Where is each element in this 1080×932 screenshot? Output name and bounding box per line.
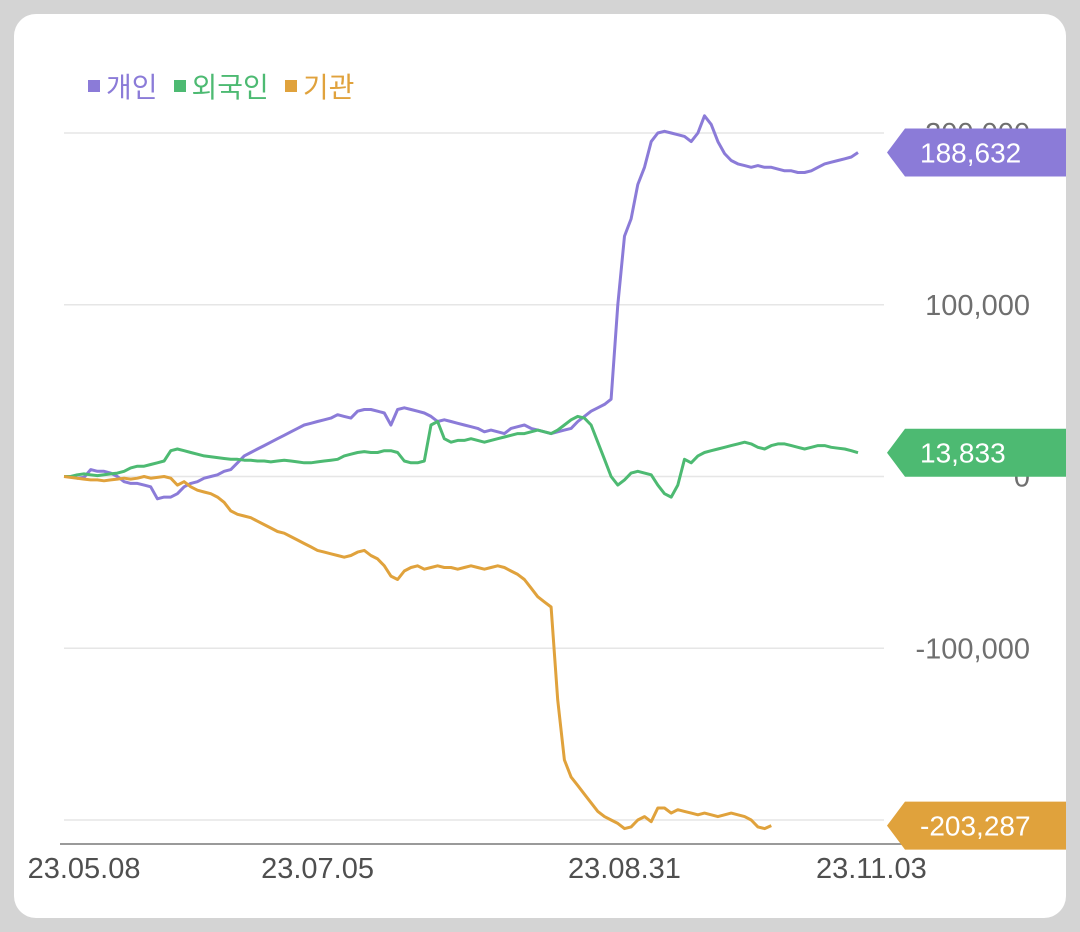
x-tick-label: 23.08.31: [568, 853, 681, 885]
x-tick-label: 23.05.08: [28, 853, 141, 885]
legend-label: 외국인: [191, 72, 269, 103]
series-line-2: [63, 475, 772, 831]
chart-card: 개인 외국인 기관: [14, 14, 1066, 918]
value-tag-background: [887, 428, 1066, 477]
value-tag-background: [887, 801, 1066, 850]
legend-item-institution[interactable]: 기관: [284, 66, 355, 106]
series-line-0: [64, 114, 859, 501]
value-tag-label: -203,287: [920, 811, 1031, 842]
y-tick-label: 100,000: [925, 290, 1030, 322]
value-tag-label: 13,833: [920, 438, 1006, 469]
x-tick-label: 23.11.03: [816, 853, 927, 885]
value-tag-0: 188,632: [887, 128, 1066, 177]
y-tick-label: -100,000: [916, 633, 1031, 665]
legend-label: 기관: [302, 72, 355, 103]
legend-label: 개인: [106, 72, 158, 103]
series-line-1: [64, 414, 859, 499]
value-tag-1: 13,833: [887, 428, 1066, 477]
legend-swatch-icon: [284, 80, 297, 92]
value-tag-background: [887, 128, 1066, 177]
legend-item-foreign[interactable]: 외국인: [173, 66, 269, 106]
legend: 개인 외국인 기관: [88, 66, 354, 106]
value-tag-label: 188,632: [920, 138, 1021, 169]
legend-swatch-icon: [173, 80, 186, 92]
x-tick-label: 23.07.05: [261, 853, 374, 885]
legend-swatch-icon: [88, 80, 100, 92]
legend-item-individual[interactable]: 개인: [88, 66, 158, 106]
value-tag-2: -203,287: [887, 801, 1066, 850]
